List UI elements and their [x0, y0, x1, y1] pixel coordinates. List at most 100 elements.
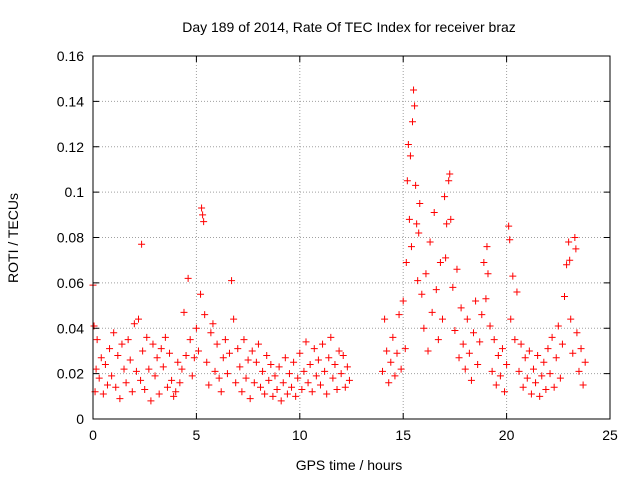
data-point: [225, 349, 233, 357]
data-point: [292, 392, 300, 400]
data-point: [523, 374, 531, 382]
data-point: [110, 329, 118, 337]
data-point: [172, 388, 180, 396]
data-point: [542, 386, 550, 394]
data-point: [409, 118, 417, 126]
data-point: [403, 177, 411, 185]
data-point: [411, 102, 419, 110]
data-point: [459, 340, 467, 348]
data-point: [254, 340, 262, 348]
data-point: [432, 286, 440, 294]
data-point: [211, 367, 219, 375]
data-point: [581, 358, 589, 366]
data-point: [308, 388, 316, 396]
data-point: [252, 358, 260, 366]
data-point: [416, 199, 424, 207]
data-point: [558, 340, 566, 348]
data-point: [267, 361, 275, 369]
data-point: [573, 329, 581, 337]
data-point: [261, 390, 269, 398]
data-point: [385, 379, 393, 387]
data-point: [572, 245, 580, 253]
data-point: [571, 234, 579, 241]
data-point: [441, 193, 449, 201]
data-point: [554, 322, 562, 330]
data-point: [544, 345, 552, 353]
y-tick-label: 0.08: [57, 230, 84, 246]
data-point: [145, 365, 153, 373]
data-point: [436, 258, 444, 266]
data-point: [527, 390, 535, 398]
data-point: [232, 379, 240, 387]
data-point: [108, 372, 116, 380]
data-point: [529, 365, 537, 373]
data-point: [134, 315, 142, 323]
data-point: [198, 204, 206, 212]
data-point: [248, 347, 256, 355]
data-point: [190, 354, 198, 362]
data-point: [407, 243, 415, 251]
data-point: [484, 270, 492, 278]
data-point: [112, 383, 120, 391]
data-point: [294, 374, 302, 382]
data-point: [507, 315, 515, 323]
data-point: [207, 329, 215, 337]
data-point: [561, 292, 569, 300]
y-tick-label: 0.02: [57, 366, 84, 382]
data-point: [199, 211, 207, 219]
data-point: [316, 381, 324, 389]
data-point: [130, 320, 138, 328]
data-points: [89, 86, 589, 405]
data-point: [327, 333, 335, 341]
data-point: [298, 386, 306, 394]
data-point: [442, 254, 450, 262]
data-point: [170, 392, 178, 400]
data-point: [575, 367, 583, 375]
data-point: [449, 283, 457, 291]
y-axis-label: ROTI / TECUs: [5, 193, 21, 283]
data-point: [118, 340, 126, 348]
data-point: [296, 349, 304, 357]
data-point: [259, 367, 267, 375]
data-point: [513, 288, 521, 296]
data-point: [434, 336, 442, 344]
chart-title: Day 189 of 2014, Rate Of TEC Index for r…: [182, 19, 516, 35]
data-point: [387, 358, 395, 366]
data-point: [329, 374, 337, 382]
data-point: [430, 209, 438, 217]
data-point: [213, 340, 221, 348]
data-point: [271, 372, 279, 380]
data-point: [143, 333, 151, 341]
data-point: [273, 386, 281, 394]
data-point: [153, 354, 161, 362]
data-point: [290, 358, 298, 366]
data-point: [281, 354, 289, 362]
data-point: [414, 277, 422, 285]
data-point: [579, 381, 587, 389]
data-point: [288, 383, 296, 391]
y-tick-label: 0.06: [57, 275, 84, 291]
data-point: [279, 379, 287, 387]
data-point: [97, 354, 105, 362]
data-point: [221, 336, 229, 344]
data-point: [246, 395, 254, 403]
data-point: [325, 354, 333, 362]
data-point: [236, 363, 244, 371]
data-point: [428, 308, 436, 316]
x-tick-label: 5: [193, 427, 201, 443]
data-point: [483, 243, 491, 251]
data-point: [506, 236, 514, 244]
data-point: [424, 347, 432, 355]
data-point: [509, 272, 517, 280]
data-point: [470, 329, 478, 337]
data-point: [446, 170, 454, 178]
data-point: [476, 338, 484, 346]
data-point: [420, 324, 428, 332]
data-point: [147, 397, 155, 405]
data-point: [525, 347, 533, 355]
data-point: [223, 370, 231, 378]
data-point: [205, 381, 213, 389]
x-tick-label: 15: [395, 427, 411, 443]
data-point: [548, 333, 556, 341]
